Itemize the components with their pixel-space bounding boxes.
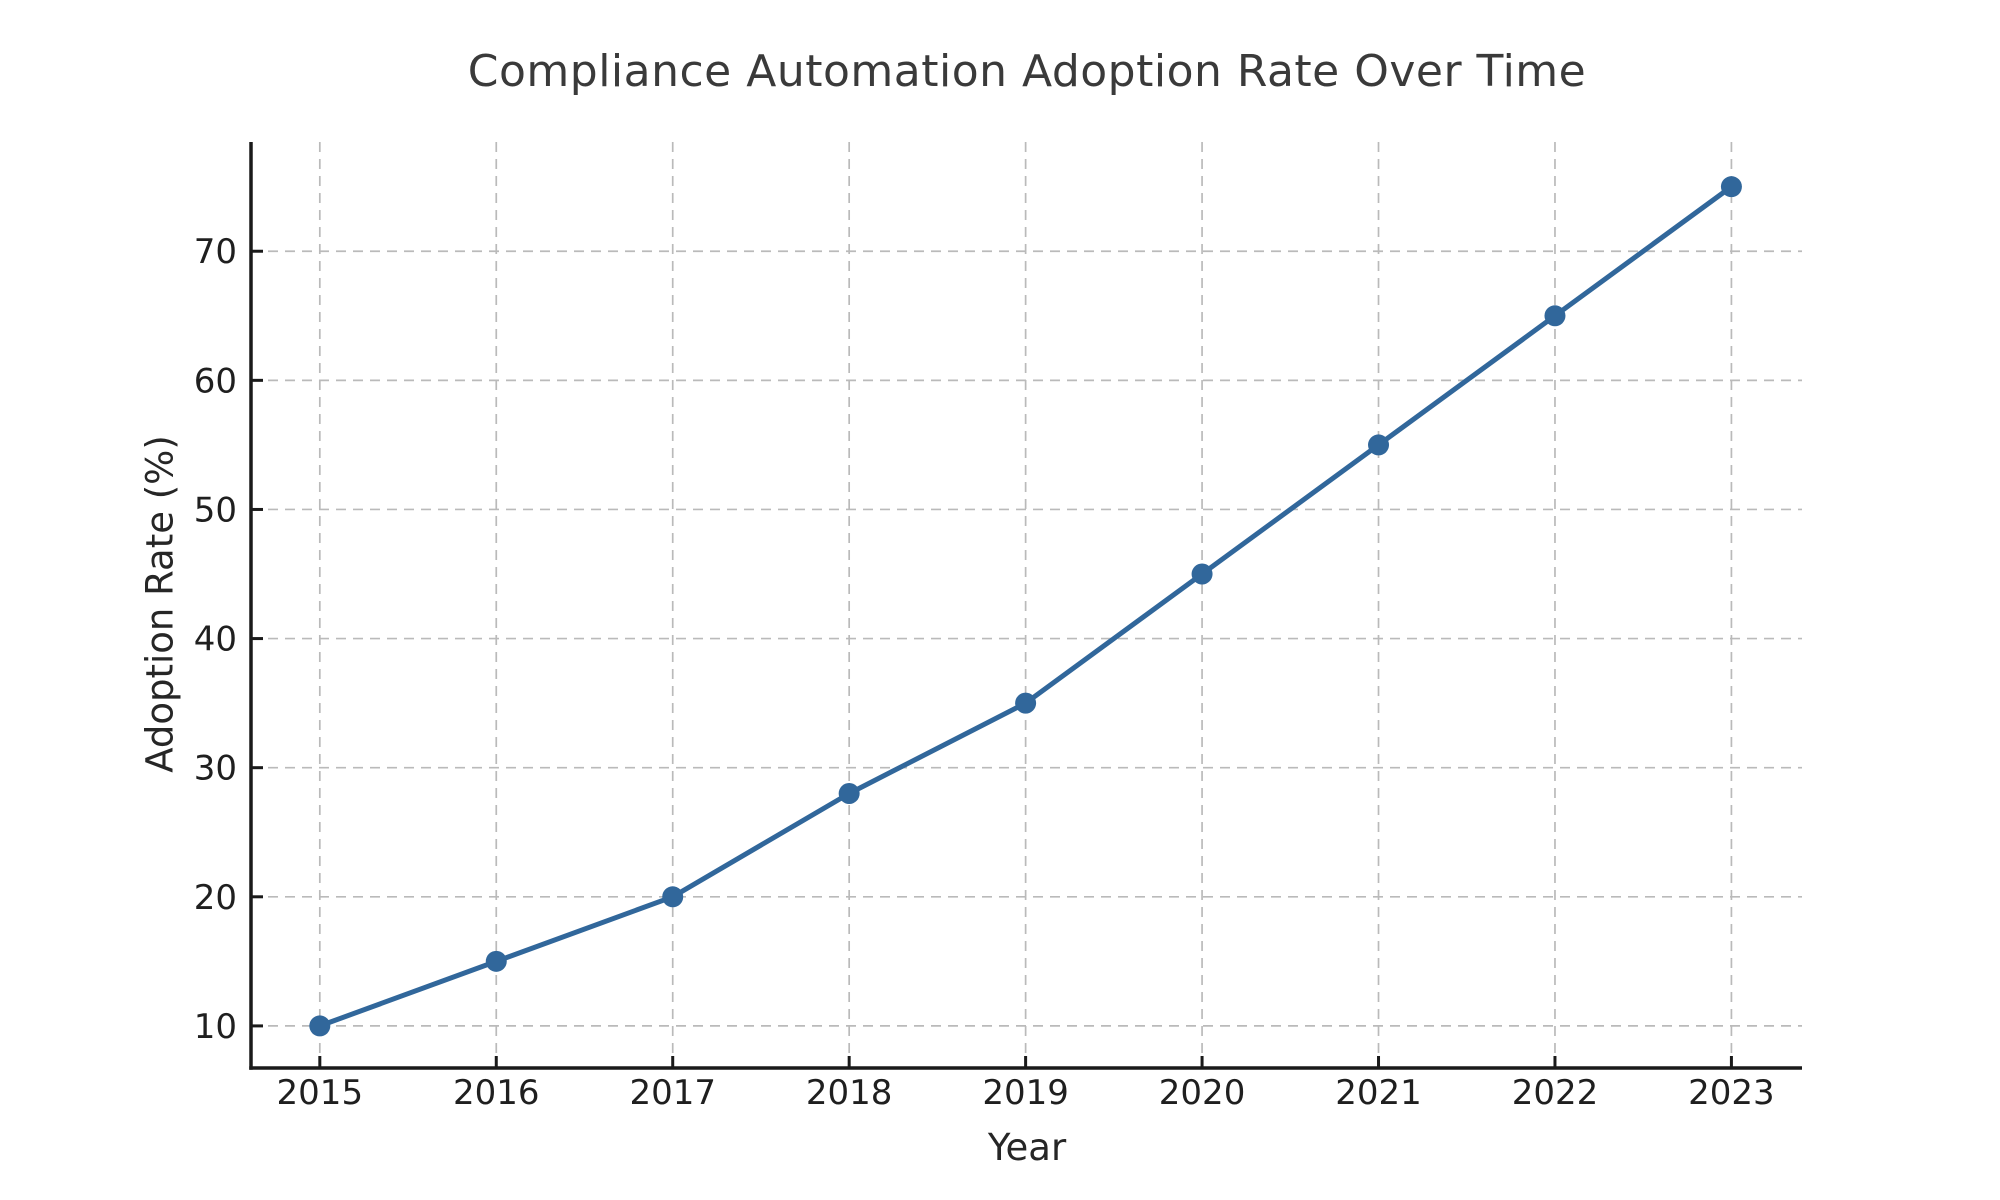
x-axis-title: Year [987, 1126, 1067, 1169]
x-tick-label: 2020 [1159, 1073, 1246, 1113]
data-point [838, 783, 860, 805]
y-tick-label: 20 [194, 878, 237, 918]
data-point [1720, 176, 1742, 198]
x-tick-label: 2018 [806, 1073, 893, 1113]
data-point [1368, 434, 1390, 456]
chart-title: Compliance Automation Adoption Rate Over… [467, 46, 1587, 97]
data-point [485, 950, 507, 972]
data-point [662, 886, 684, 908]
y-axis-title: Adoption Rate (%) [138, 435, 182, 773]
x-tick-label: 2016 [453, 1073, 540, 1113]
y-tick-label: 10 [194, 1007, 237, 1047]
y-tick-label: 60 [194, 361, 237, 401]
x-tick-label: 2023 [1688, 1073, 1775, 1113]
x-tick-label: 2019 [982, 1073, 1069, 1113]
data-point [1544, 305, 1566, 327]
x-tick-label: 2021 [1335, 1073, 1422, 1113]
y-tick-label: 70 [194, 232, 237, 272]
y-tick-label: 30 [194, 749, 237, 789]
y-tick-label: 40 [194, 620, 237, 660]
data-point [309, 1015, 331, 1037]
x-tick-label: 2022 [1512, 1073, 1599, 1113]
data-point [1015, 692, 1037, 714]
x-tick-label: 2017 [629, 1073, 716, 1113]
data-point [1191, 563, 1213, 585]
x-tick-label: 2015 [277, 1073, 364, 1113]
y-tick-label: 50 [194, 490, 237, 530]
